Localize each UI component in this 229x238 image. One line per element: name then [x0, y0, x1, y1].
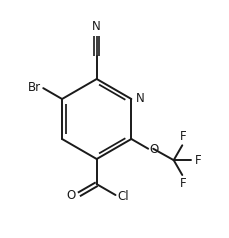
Text: F: F	[179, 177, 186, 190]
Text: Br: Br	[28, 81, 41, 94]
Text: O: O	[148, 143, 158, 156]
Text: O: O	[66, 189, 76, 202]
Text: N: N	[135, 92, 144, 105]
Text: F: F	[194, 154, 200, 167]
Text: N: N	[92, 20, 101, 33]
Text: Cl: Cl	[117, 190, 129, 203]
Text: F: F	[179, 130, 186, 144]
